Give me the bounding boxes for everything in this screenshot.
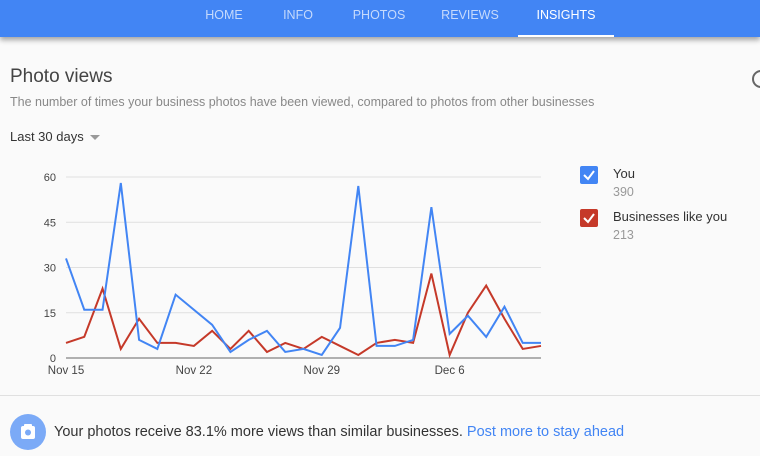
legend-total: 213	[613, 228, 634, 242]
tab-home[interactable]: HOME	[205, 8, 243, 22]
card-title: Photo views	[10, 66, 113, 87]
y-tick-label: 15	[44, 308, 56, 320]
x-tick-label: Nov 15	[48, 365, 84, 377]
y-tick-label: 60	[44, 172, 56, 184]
check-icon	[583, 213, 595, 224]
footer-message: Your photos receive 83.1% more views tha…	[54, 424, 624, 440]
tab-info[interactable]: INFO	[283, 8, 313, 22]
series-line-businesses-like-you	[65, 273, 542, 359]
date-range-label: Last 30 days	[10, 129, 84, 144]
check-icon	[583, 170, 595, 181]
divider	[0, 395, 760, 396]
photo-views-chart: 0 15 30 45 60 Nov 15 Nov 22 Nov 29 Dec 6	[44, 172, 542, 377]
x-tick-label: Nov 29	[304, 365, 340, 377]
help-icon[interactable]	[752, 70, 760, 88]
post-more-link[interactable]: Post more to stay ahead	[466, 424, 625, 440]
tab-photos[interactable]: PHOTOS	[352, 8, 406, 22]
businesses-checkbox[interactable]	[580, 209, 598, 227]
y-tick-label: 45	[44, 217, 56, 229]
y-tick-label: 30	[44, 263, 56, 275]
legend-total: 390	[613, 185, 634, 199]
card-subtitle: The number of times your business photos…	[10, 95, 595, 109]
tab-reviews[interactable]: REVIEWS	[441, 8, 499, 22]
you-checkbox[interactable]	[580, 166, 598, 184]
x-tick-label: Nov 22	[176, 365, 212, 377]
x-tick-label: Dec 6	[435, 365, 465, 377]
y-tick-label: 0	[50, 353, 56, 365]
footer-text: Your photos receive 83.1% more views tha…	[54, 424, 463, 440]
legend-name: Businesses like you	[613, 209, 728, 224]
tab-insights[interactable]: INSIGHTS	[518, 0, 614, 37]
caret-down-icon	[89, 135, 100, 141]
date-range-dropdown[interactable]: Last 30 days	[10, 129, 100, 144]
camera-icon	[10, 414, 46, 450]
legend-name: You	[613, 166, 635, 181]
series-line-you	[65, 182, 541, 357]
top-nav: HOME INFO PHOTOS REVIEWS INSIGHTS	[0, 0, 760, 37]
